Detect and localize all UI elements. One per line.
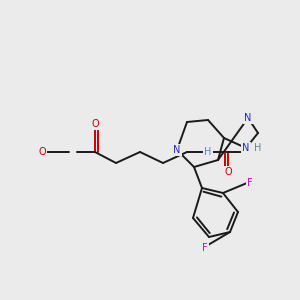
Text: O: O <box>224 167 232 177</box>
Text: H: H <box>254 143 262 153</box>
Text: O: O <box>91 119 99 129</box>
Text: H: H <box>204 147 212 157</box>
Text: N: N <box>173 145 181 155</box>
Text: F: F <box>247 178 253 188</box>
Text: N: N <box>242 143 250 153</box>
Text: F: F <box>202 243 208 253</box>
Text: N: N <box>244 113 252 123</box>
Text: O: O <box>38 147 46 157</box>
